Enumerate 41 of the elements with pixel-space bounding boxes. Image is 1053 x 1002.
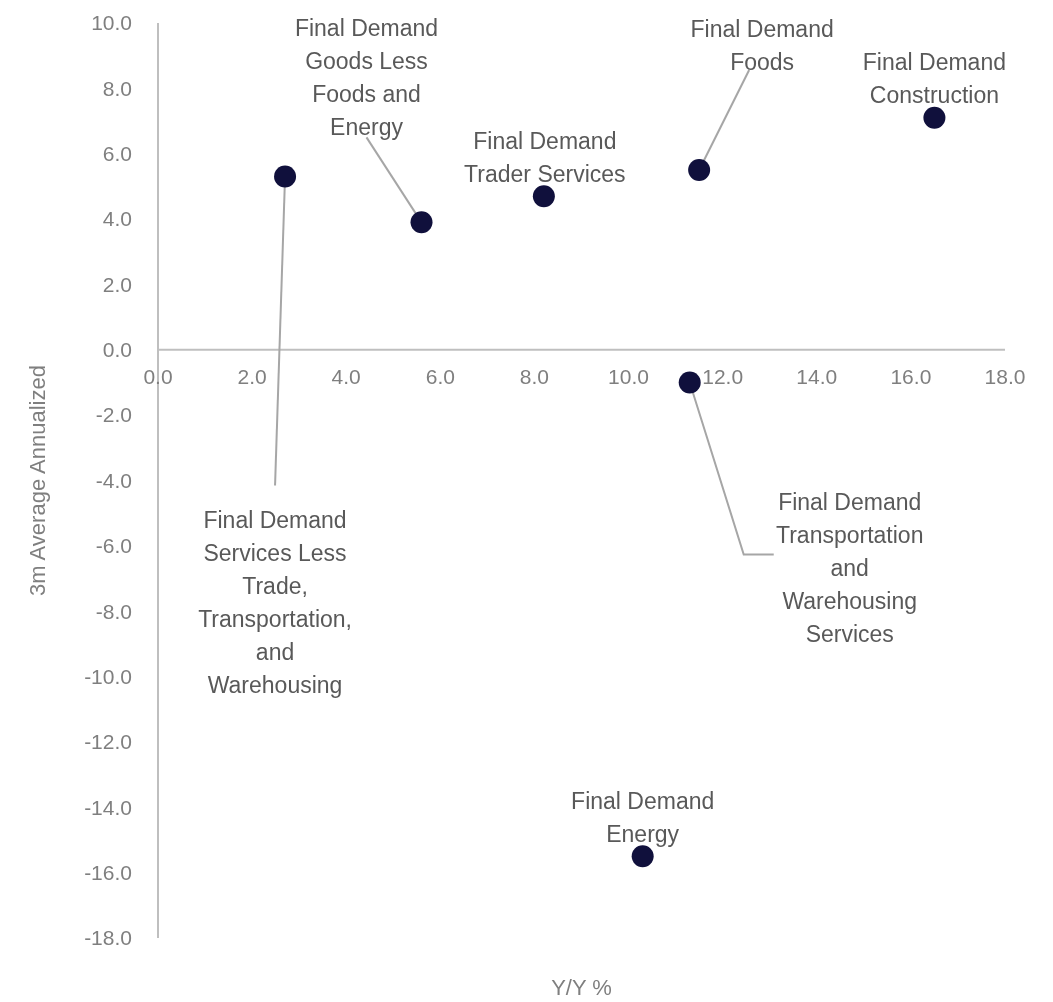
- annotation: Final Demand Goods Less Foods and Energy: [294, 14, 439, 140]
- y-tick-label: 6.0: [102, 142, 132, 166]
- annotation: Final Demand Energy: [571, 787, 715, 847]
- x-tick-label: 6.0: [425, 364, 455, 388]
- y-tick-label: 0.0: [102, 338, 132, 362]
- point: [410, 211, 433, 234]
- y-tick-label: -14.0: [84, 795, 132, 819]
- x-tick-label: 14.0: [796, 364, 838, 388]
- point: [274, 165, 297, 188]
- point: [678, 371, 701, 394]
- y-tick-label: -16.0: [84, 860, 132, 884]
- point: [688, 159, 711, 182]
- x-tick-label: 2.0: [237, 364, 267, 388]
- point: [631, 845, 654, 868]
- y-tick-label: 4.0: [102, 207, 132, 231]
- x-tick-label: 0.0: [143, 364, 173, 388]
- x-tick-label: 8.0: [519, 364, 550, 388]
- y-tick-label: -8.0: [95, 599, 132, 623]
- x-tick-label: 10.0: [608, 364, 649, 388]
- annotation: Final Demand Construction: [862, 49, 1007, 109]
- y-tick-label: -18.0: [84, 926, 132, 950]
- x-tick-label: 4.0: [331, 364, 361, 388]
- y-tick-label: 2.0: [102, 272, 132, 296]
- y-tick-label: 10.0: [91, 11, 132, 35]
- x-tick-label: 18.0: [984, 364, 1026, 388]
- y-tick-label: -4.0: [95, 468, 132, 492]
- annotation: Final Demand Services Less Trade, Transportation, and Warehousing: [198, 506, 352, 698]
- y-tick-label: -2.0: [95, 403, 132, 427]
- y-tick-label: -10.0: [84, 664, 132, 688]
- x-tick-label: 12.0: [702, 364, 744, 388]
- y-axis-title: 3m Average Annualized: [25, 365, 50, 596]
- annotation: Final Demand Transportation and Warehousing Services: [776, 488, 924, 647]
- point: [923, 106, 946, 129]
- point: [532, 185, 555, 208]
- x-tick-label: 16.0: [890, 364, 932, 388]
- y-tick-label: 8.0: [102, 76, 132, 100]
- annotation: Final Demand Trader Services: [464, 127, 626, 187]
- x-axis-title: Y/Y %: [551, 975, 612, 1000]
- y-tick-label: -12.0: [84, 730, 132, 754]
- y-tick-label: -6.0: [95, 534, 132, 558]
- annotation: Final Demand Foods: [690, 16, 834, 76]
